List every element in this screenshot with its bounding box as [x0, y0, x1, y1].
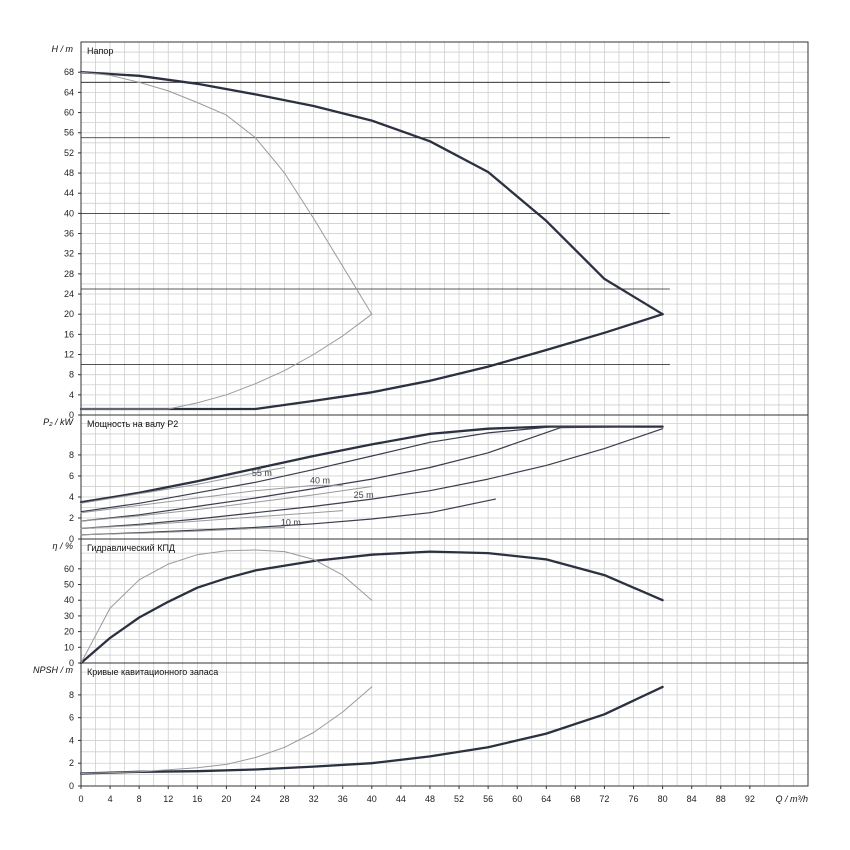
x-tick-label: 28	[280, 794, 290, 804]
curve-label: 10 m	[281, 517, 301, 527]
x-tick-label: 20	[221, 794, 231, 804]
curve-label: 40 m	[310, 475, 330, 485]
curve-head-3	[80, 313, 373, 410]
y-tick-label: 0	[69, 781, 74, 791]
y-tick-label: 20	[64, 309, 74, 319]
y-tick-label: 10	[64, 642, 74, 652]
x-tick-label: 44	[396, 794, 406, 804]
x-tick-label: 0	[78, 794, 83, 804]
curve-power-4	[80, 498, 496, 536]
y-tick-label: 2	[69, 513, 74, 523]
x-tick-label: 16	[192, 794, 202, 804]
curve-power-6	[80, 484, 344, 514]
curve-power-5	[80, 467, 286, 504]
x-tick-label: 60	[512, 794, 522, 804]
y-tick-label: 30	[64, 611, 74, 621]
x-tick-label: 36	[338, 794, 348, 804]
y-tick-label: 4	[69, 492, 74, 502]
panel-frame-npsh	[80, 662, 809, 787]
y-tick-label: 8	[69, 450, 74, 460]
x-tick-label: 80	[658, 794, 668, 804]
x-tick-label: 52	[454, 794, 464, 804]
y-axis-label-efficiency: η / %	[52, 541, 73, 551]
curve-power-3	[80, 428, 664, 530]
x-tick-label: 8	[137, 794, 142, 804]
x-tick-label: 64	[541, 794, 551, 804]
curve-power-2	[80, 426, 635, 522]
curve-npsh-0	[79, 685, 664, 775]
curve-label: 55 m	[252, 468, 272, 478]
x-tick-label: 92	[745, 794, 755, 804]
y-tick-label: 8	[69, 690, 74, 700]
x-tick-label: 4	[108, 794, 113, 804]
y-tick-label: 28	[64, 269, 74, 279]
x-axis-label: Q / m³/h	[775, 794, 808, 804]
curve-power-8	[80, 510, 344, 529]
y-tick-label: 32	[64, 249, 74, 259]
x-tick-label: 88	[716, 794, 726, 804]
y-tick-label: 24	[64, 289, 74, 299]
x-tick-label: 40	[367, 794, 377, 804]
y-tick-label: 48	[64, 168, 74, 178]
panel-title-npsh: Кривые кавитационного запаса	[87, 667, 218, 677]
y-tick-label: 52	[64, 148, 74, 158]
curve-head-1	[79, 313, 664, 411]
y-tick-label: 50	[64, 580, 74, 590]
panel-title-head: Напор	[87, 46, 113, 56]
y-tick-label: 44	[64, 188, 74, 198]
y-tick-label: 0	[69, 534, 74, 544]
x-tick-label: 72	[599, 794, 609, 804]
x-tick-label: 76	[629, 794, 639, 804]
y-tick-label: 12	[64, 350, 74, 360]
curve-head-2	[80, 71, 373, 315]
y-tick-label: 6	[69, 471, 74, 481]
y-tick-label: 2	[69, 758, 74, 768]
curve-power-1	[80, 426, 635, 513]
curve-efficiency-0	[79, 550, 664, 665]
y-tick-label: 36	[64, 229, 74, 239]
y-tick-label: 64	[64, 87, 74, 97]
x-tick-label: 84	[687, 794, 697, 804]
curve-power-9	[80, 526, 286, 536]
y-tick-label: 8	[69, 370, 74, 380]
x-tick-label: 68	[570, 794, 580, 804]
y-tick-label: 68	[64, 67, 74, 77]
x-tick-label: 48	[425, 794, 435, 804]
y-tick-label: 4	[69, 390, 74, 400]
y-tick-label: 4	[69, 735, 74, 745]
curve-head-0	[79, 71, 664, 316]
y-tick-label: 20	[64, 627, 74, 637]
curve-efficiency-1	[80, 549, 373, 664]
curve-npsh-1	[80, 686, 373, 774]
x-tick-label: 56	[483, 794, 493, 804]
y-tick-label: 40	[64, 208, 74, 218]
y-tick-label: 0	[69, 410, 74, 420]
curve-power-7	[80, 486, 373, 522]
y-tick-label: 16	[64, 329, 74, 339]
x-tick-label: 24	[250, 794, 260, 804]
curve-label: 25 m	[354, 490, 374, 500]
panel-title-power: Мощность на валу P2	[87, 419, 178, 429]
y-tick-label: 60	[64, 564, 74, 574]
y-tick-label: 6	[69, 713, 74, 723]
x-tick-label: 12	[163, 794, 173, 804]
y-tick-label: 56	[64, 128, 74, 138]
y-axis-label-power: P₂ / kW	[43, 417, 74, 427]
y-tick-label: 60	[64, 108, 74, 118]
y-tick-label: 0	[69, 658, 74, 668]
y-axis-label-head: H / m	[52, 44, 74, 54]
y-axis-label-npsh: NPSH / m	[33, 665, 74, 675]
y-tick-label: 40	[64, 595, 74, 605]
panel-title-efficiency: Гидравлический КПД	[87, 543, 175, 553]
x-tick-label: 32	[309, 794, 319, 804]
